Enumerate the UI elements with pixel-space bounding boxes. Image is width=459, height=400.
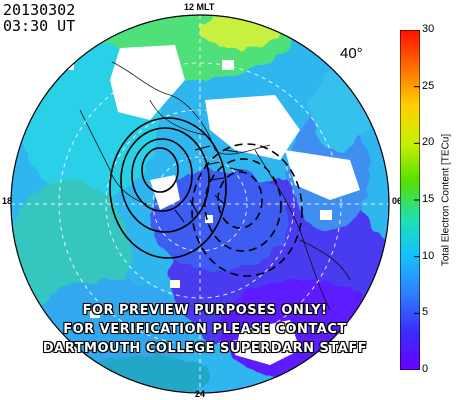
mlt-label-right: 06 — [392, 196, 403, 206]
colorbar-tick-label: 25 — [422, 79, 435, 92]
latitude-circles — [11, 15, 389, 393]
datetime-label: 20130302 03:30 UT — [3, 2, 75, 34]
flow-vectors — [174, 145, 244, 223]
colorbar — [400, 30, 420, 370]
colorbar-tick-label: 20 — [422, 136, 435, 149]
tec-field — [11, 15, 389, 393]
watermark-line-1: FOR PREVIEW PURPOSES ONLY! — [82, 303, 328, 318]
time-text: 03:30 UT — [3, 17, 76, 35]
watermark-line-3: DARTMOUTH COLLEGE SUPERDARN STAFF — [42, 341, 368, 356]
colorbar-tick-label: 10 — [422, 249, 435, 262]
colorbar-tick-label: 5 — [422, 306, 429, 319]
watermark-line-2: FOR VERIFICATION PLEASE CONTACT — [63, 322, 347, 337]
map-boundary — [10, 14, 390, 394]
mlt-label-bottom: 24 — [195, 389, 206, 399]
colorbar-tick-label: 15 — [422, 193, 435, 205]
colorbar-tick-label: 30 — [422, 23, 435, 35]
latitude-label: 40° — [340, 45, 363, 62]
convection-contours-dawn — [191, 143, 303, 277]
no-data-regions — [60, 45, 360, 365]
colorbar-gradient — [400, 30, 420, 370]
colorbar-title: Total Electron Content [TECu] — [440, 133, 452, 267]
date-text: 20130302 — [3, 1, 76, 19]
mlt-label-left: 18 — [2, 196, 13, 206]
convection-contours-dusk — [109, 117, 227, 259]
mlt-label-top: 12 MLT — [184, 2, 215, 12]
colorbar-tick-label: 0 — [422, 363, 429, 375]
polar-tec-map — [10, 14, 390, 394]
